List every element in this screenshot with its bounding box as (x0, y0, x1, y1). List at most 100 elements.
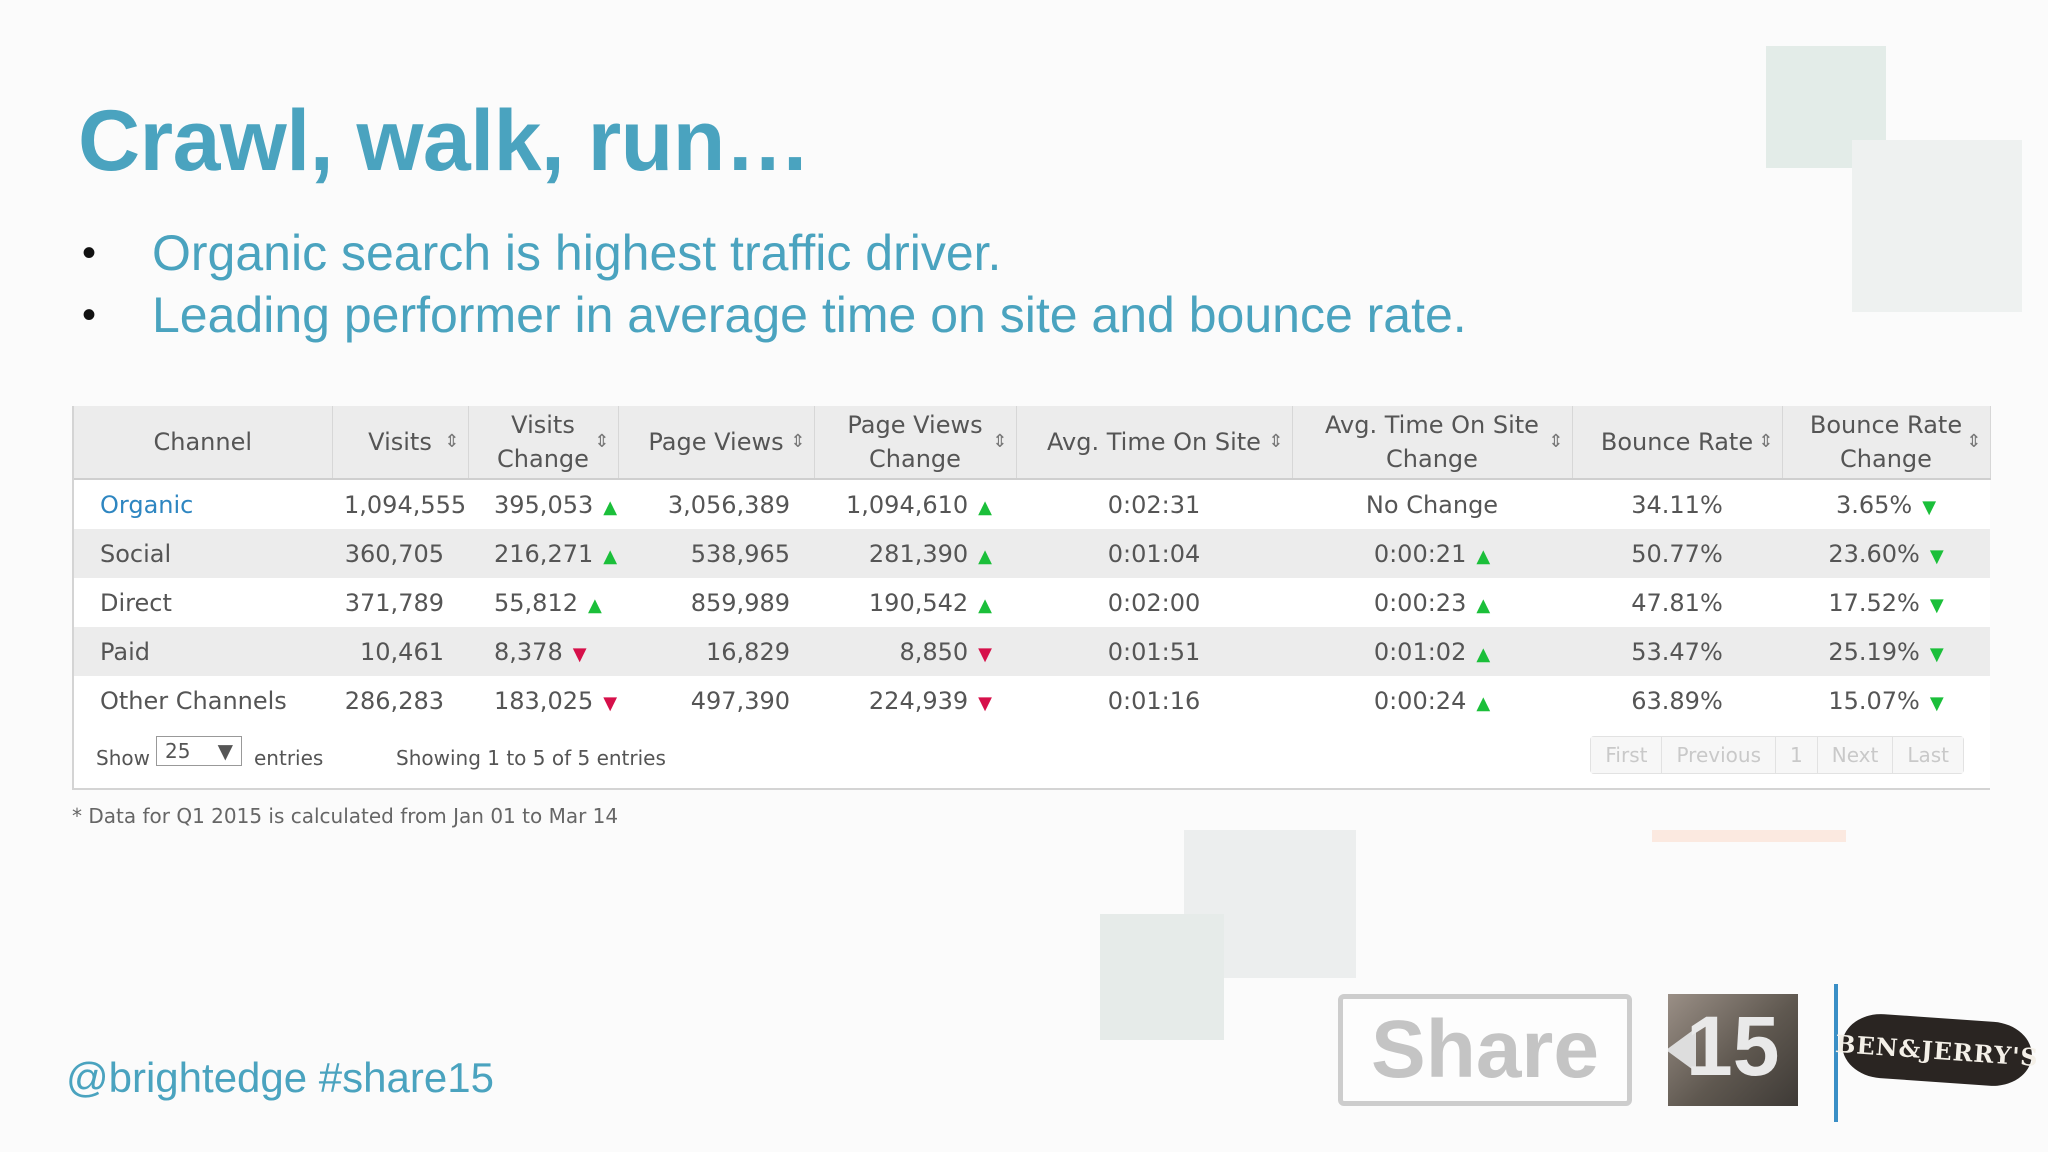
pagination: First Previous 1 Next Last (1590, 736, 1964, 774)
cell-value: 55,812 (494, 588, 578, 617)
sort-icon[interactable]: ⇕ (444, 431, 460, 452)
arrow-decor-icon (1668, 1028, 1696, 1072)
column-header[interactable]: Bounce Rate Change ⇕ (1782, 406, 1991, 480)
cell-value: 216,271 (494, 539, 594, 568)
column-header[interactable]: Visits ⇕ (332, 406, 469, 480)
table-cell: 224,939 ▼ (814, 676, 1016, 725)
sort-icon[interactable]: ⇕ (1268, 431, 1284, 452)
cell-value: 17.52% (1828, 588, 1920, 617)
cell-value: 224,939 (868, 686, 969, 715)
share-logo: Share (1338, 994, 1632, 1106)
share15-photo-logo: 15 (1668, 994, 1798, 1106)
entries-per-page-select[interactable]: 25 ▼ (156, 736, 242, 766)
cell-value: 0:00:24 (1373, 686, 1467, 715)
sort-icon[interactable]: ⇕ (1966, 431, 1982, 452)
table-cell: 371,789 (332, 578, 468, 627)
cell-value: 183,025 (494, 686, 594, 715)
table-cell[interactable]: Organic (74, 479, 332, 529)
column-header[interactable]: Avg. Time On Site ⇕ (1016, 406, 1293, 480)
show-label: Show (96, 746, 150, 770)
table-cell: 17.52% ▼ (1782, 578, 1990, 627)
twitter-handle: @brightedge #share15 (66, 1054, 494, 1101)
cell-value: 0:00:23 (1373, 588, 1467, 617)
table-row: Paid 10,461 8,378 ▼ 16,829 8,850 ▼ 0:01:51 0:01:… (74, 627, 1990, 676)
chevron-down-icon: ▼ (217, 739, 233, 763)
cell-value: 0:02:00 (1107, 588, 1201, 617)
table-cell: 183,025 ▼ (468, 676, 618, 725)
pager-first-button[interactable]: First (1591, 737, 1663, 773)
bullet-text: Organic search is highest traffic driver… (152, 225, 1002, 281)
table-cell: 10,461 (332, 627, 468, 676)
table-cell: 0:01:02 ▲ (1292, 627, 1572, 676)
cell-value: 395,053 (494, 490, 594, 519)
triangle-up-icon: ▲ (587, 594, 602, 616)
triangle-down-icon: ▼ (1922, 496, 1937, 518)
table-cell: 3,056,389 (618, 479, 814, 529)
cell-value: 0:01:16 (1107, 686, 1201, 715)
table-cell: Paid (74, 627, 332, 676)
cell-value: 281,390 (868, 539, 969, 568)
column-header-label: Page Views (648, 428, 784, 456)
cell-value: 3.65% (1835, 490, 1913, 519)
table-cell: 859,989 (618, 578, 814, 627)
cell-value: Direct (100, 588, 172, 617)
table-cell: 360,705 (332, 529, 468, 578)
pager-previous-button[interactable]: Previous (1662, 737, 1776, 773)
cell-value: No Change (1365, 490, 1499, 519)
cell-value: 0:01:02 (1373, 637, 1467, 666)
sort-icon[interactable]: ⇕ (594, 431, 610, 452)
triangle-down-icon: ▼ (1929, 692, 1944, 714)
column-header[interactable]: Page Views ⇕ (618, 406, 815, 480)
table-cell: 538,965 (618, 529, 814, 578)
cell-value: 538,965 (690, 539, 790, 568)
cell-value: 360,705 (344, 539, 444, 568)
table-cell: 497,390 (618, 676, 814, 725)
cell-value: 50.77% (1631, 539, 1723, 568)
footnote: * Data for Q1 2015 is calculated from Ja… (72, 804, 619, 828)
cell-value: 0:00:21 (1373, 539, 1467, 568)
logo-divider (1834, 984, 1838, 1122)
table-cell: 55,812 ▲ (468, 578, 618, 627)
table-cell: 0:01:04 (1016, 529, 1292, 578)
bullet-marker: • (82, 292, 97, 337)
column-header[interactable]: Visits Change ⇕ (468, 406, 619, 480)
bg-square-decor (1100, 914, 1224, 1040)
table-row: Other Channels 286,283 183,025 ▼ 497,390 224,… (74, 676, 1990, 725)
column-header[interactable]: Avg. Time On Site Change ⇕ (1292, 406, 1573, 480)
column-header[interactable]: Page Views Change ⇕ (814, 406, 1017, 480)
table-cell: 0:00:23 ▲ (1292, 578, 1572, 627)
table-footer: Show 25 ▼ entries Showing 1 to 5 of 5 en… (74, 726, 1990, 786)
bullet-text: Leading performer in average time on sit… (152, 287, 1467, 343)
pager-next-button[interactable]: Next (1817, 737, 1894, 773)
table-cell: 8,850 ▼ (814, 627, 1016, 676)
channel-report-table: Channel Visits ⇕ Visits Change ⇕ Page Views ⇕ P… (72, 406, 1991, 790)
table-cell: 15.07% ▼ (1782, 676, 1990, 725)
triangle-up-icon: ▲ (978, 545, 992, 567)
column-header[interactable]: Bounce Rate ⇕ (1572, 406, 1783, 480)
channel-link[interactable]: Organic (100, 490, 194, 519)
table-body: Organic 1,094,555 395,053 ▲ 3,056,389 1,094,6… (74, 479, 1990, 725)
column-header-label: Bounce Rate (1600, 428, 1754, 456)
table-cell: Social (74, 529, 332, 578)
table-cell: 281,390 ▲ (814, 529, 1016, 578)
cell-value: 497,390 (690, 686, 790, 715)
cell-value: 1,094,555 (344, 490, 467, 519)
sort-icon[interactable]: ⇕ (1758, 431, 1774, 452)
triangle-down-icon: ▼ (1929, 643, 1944, 665)
cell-value: 371,789 (344, 588, 444, 617)
table-cell: 53.47% (1572, 627, 1782, 676)
cell-value: Paid (100, 637, 151, 666)
triangle-up-icon: ▲ (1476, 643, 1491, 665)
column-header-label: Visits Change (497, 411, 589, 473)
sort-icon[interactable]: ⇕ (790, 431, 806, 452)
triangle-down-icon: ▼ (1929, 545, 1944, 567)
sort-icon[interactable]: ⇕ (992, 431, 1008, 452)
pager-page-1-button[interactable]: 1 (1776, 737, 1818, 773)
column-header-label: Page Views Change (847, 411, 983, 473)
cell-value: Social (100, 539, 172, 568)
triangle-up-icon: ▲ (1476, 692, 1491, 714)
table-cell: 3.65% ▼ (1782, 479, 1990, 529)
pager-last-button[interactable]: Last (1893, 737, 1963, 773)
sort-icon[interactable]: ⇕ (1548, 431, 1564, 452)
table-header-row: Channel Visits ⇕ Visits Change ⇕ Page Views ⇕ P… (74, 406, 1991, 480)
